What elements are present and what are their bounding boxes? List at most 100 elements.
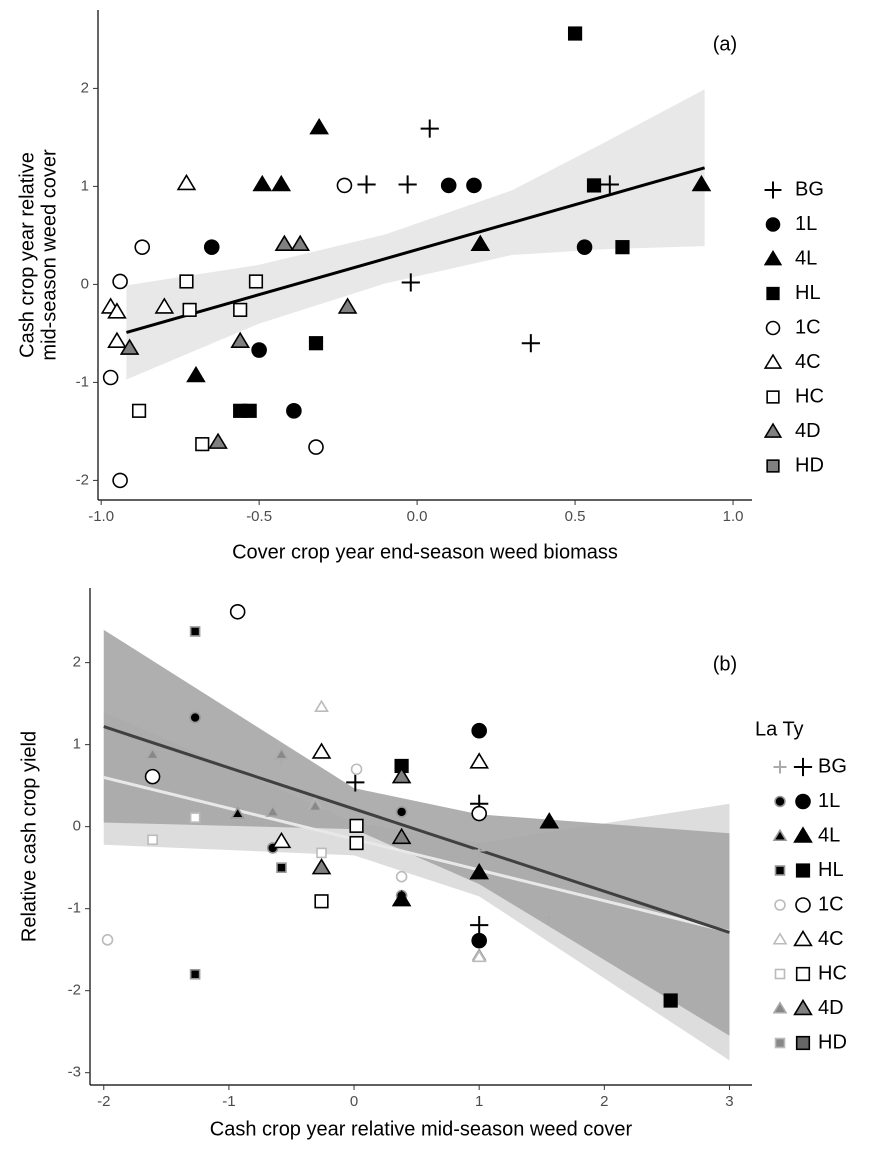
- x-tick-label: 0.5: [565, 508, 586, 525]
- point: [308, 336, 324, 351]
- x-tick-label: -0.5: [246, 508, 272, 525]
- point: [251, 342, 267, 358]
- legend-symbol: [793, 757, 813, 777]
- point: [195, 437, 210, 452]
- y-tick-label: 0: [81, 275, 89, 292]
- legend-label: HD: [795, 454, 824, 476]
- point: [349, 835, 364, 851]
- legend-label: HL: [795, 282, 821, 304]
- point: [349, 818, 364, 833]
- x-tick-label: -1.0: [88, 508, 114, 525]
- point: [286, 403, 302, 419]
- x-tick-label: -2: [97, 1093, 110, 1110]
- legend-symbol: [766, 390, 780, 404]
- y-tick-label: -1: [76, 373, 89, 390]
- point: [101, 934, 114, 946]
- x-tick-label: 1.0: [723, 508, 744, 525]
- point: [102, 369, 119, 386]
- y-tick-label: 2: [81, 79, 89, 96]
- point: [189, 626, 201, 637]
- y-axis-title: Cash crop year relative: [16, 152, 38, 358]
- x-tick-label: 0: [350, 1093, 358, 1110]
- point: [337, 297, 358, 314]
- legend-symbol: [774, 795, 786, 808]
- y-tick-label: 0: [73, 818, 81, 835]
- legend-symbol: [793, 929, 813, 947]
- y-tick-label: 1: [73, 736, 81, 753]
- point: [274, 234, 295, 251]
- panel: -2 -1 0 1 2 3 -3 -2 -1 0 1 2 Cash crop year relative…: [18, 588, 847, 1140]
- point: [542, 911, 556, 925]
- x-tick-label: 3: [725, 1093, 733, 1110]
- point: [469, 862, 490, 880]
- point: [311, 858, 332, 875]
- point: [471, 949, 487, 963]
- legend-label: 4C: [818, 928, 844, 950]
- x-axis-title: Cash crop year relative mid-season weed …: [210, 1118, 633, 1140]
- y-tick-label: 1: [81, 177, 89, 194]
- y-tick-label: 2: [73, 654, 81, 671]
- point: [539, 812, 560, 829]
- point: [112, 472, 128, 489]
- point: [186, 365, 206, 383]
- point: [154, 297, 175, 314]
- point: [248, 274, 264, 289]
- legend-symbol: [763, 353, 783, 369]
- y-axis-title: Relative cash crop yield: [18, 731, 40, 942]
- fit-line: [103, 725, 730, 934]
- point: [615, 240, 630, 255]
- point: [307, 798, 323, 812]
- panel: -1.0 -0.5 0.0 0.5 1.0 -2 -1 0 1 2 Cover crop year …: [16, 10, 824, 563]
- point: [316, 847, 327, 859]
- point: [576, 239, 593, 255]
- legend-label: BG: [795, 178, 824, 200]
- legend-symbol: [766, 459, 780, 473]
- x-tick-label: 1: [475, 1093, 483, 1110]
- point: [600, 175, 619, 194]
- legend-label: HC: [795, 385, 824, 407]
- point: [134, 239, 151, 255]
- point: [229, 603, 246, 620]
- point: [233, 302, 248, 317]
- legend-symbol: [774, 1037, 786, 1049]
- point: [471, 932, 487, 949]
- point: [189, 711, 201, 724]
- legend-symbol: [772, 828, 788, 842]
- legend-symbol: [765, 217, 781, 232]
- legend-symbol: [772, 932, 788, 945]
- legend-label: 1C: [795, 316, 821, 338]
- x-tick-label: 2: [600, 1093, 608, 1110]
- point: [391, 767, 412, 784]
- legend-symbol: [795, 1035, 811, 1051]
- point: [230, 806, 246, 819]
- legend-symbol: [795, 793, 811, 810]
- x-axis-title: Cover crop year end-season weed biomass: [232, 541, 618, 563]
- y-tick-label: -3: [68, 1064, 81, 1081]
- point: [470, 915, 489, 935]
- x-tick-label: 0.0: [407, 508, 428, 525]
- point: [112, 273, 128, 290]
- point: [357, 175, 376, 194]
- legend-symbol: [764, 181, 782, 199]
- point: [119, 338, 140, 355]
- point: [471, 805, 487, 822]
- point: [182, 302, 197, 317]
- point: [336, 177, 353, 194]
- confidence-band: [103, 629, 730, 1036]
- point: [271, 831, 292, 849]
- panel-label: (a): [713, 33, 737, 55]
- point: [567, 26, 583, 41]
- legend-symbol: [773, 760, 787, 774]
- point: [107, 302, 127, 319]
- x-tick-label: -1: [222, 1093, 235, 1110]
- legend-title: La Ty: [755, 718, 804, 740]
- point: [144, 768, 161, 785]
- y-tick-label: -2: [76, 471, 89, 488]
- point: [420, 119, 439, 138]
- fit-line: [103, 775, 730, 934]
- legend-label: 1C: [818, 893, 844, 915]
- legend-symbol: [765, 320, 781, 336]
- point: [176, 173, 197, 191]
- point: [466, 177, 482, 194]
- point: [145, 747, 160, 760]
